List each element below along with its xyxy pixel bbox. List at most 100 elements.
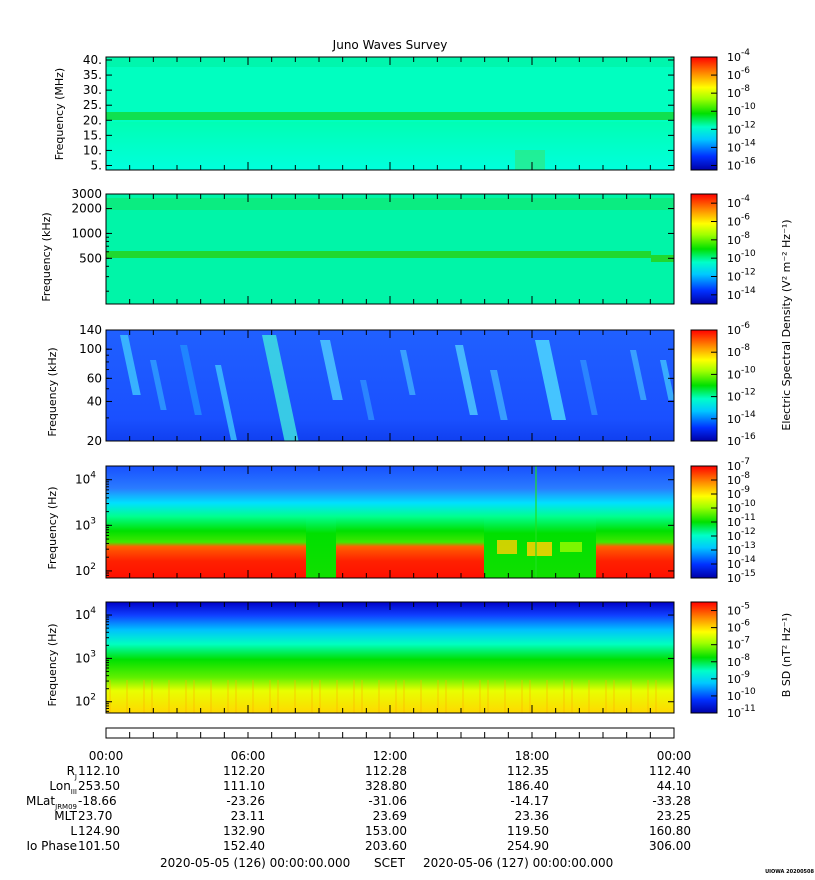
ephemeris-value: 112.20	[223, 764, 265, 778]
panel-1-ytick-label: 10.	[83, 143, 102, 157]
ephemeris-value: 254.90	[507, 839, 549, 853]
panel-3-ytick-label: 20	[87, 434, 102, 448]
colorbar-1-label: 10-8	[727, 84, 750, 100]
ephemeris-value: 124.90	[78, 824, 120, 838]
panel-2-x-ticks	[129, 194, 651, 304]
panel-3-ylabel: Frequency (kHz)	[46, 347, 59, 436]
ephemeris-value: 186.40	[507, 779, 549, 793]
panel-3-spectrogram: 140 100 60 40 20 Frequency (kHz)	[46, 323, 675, 448]
colorbar-4-label: 10-7	[727, 457, 750, 473]
colorbar-1-label: 10-4	[727, 48, 750, 64]
ephemeris-value: 160.80	[649, 824, 691, 838]
panel-5-ytick-label: 102	[75, 693, 96, 709]
colorbar-2-label: 10-14	[727, 286, 756, 302]
colorbar-1-label: 10-16	[727, 156, 756, 172]
ephemeris-value: 112.10	[78, 764, 120, 778]
ephemeris-value: 328.80	[365, 779, 407, 793]
colorbar-2-label: 10-6	[727, 213, 750, 229]
colorbars: 10-4 10-6 10-8 10-10 10-12 10-14 10-16 10-4 10-6…	[690, 48, 756, 720]
ephemeris-label: Io Phase	[26, 839, 77, 853]
ephemeris-label: LonIII	[49, 779, 77, 796]
ephemeris-value: 111.10	[223, 779, 265, 793]
panel-4-ytick-label: 103	[75, 516, 96, 532]
panel-4-blob-3	[560, 542, 582, 552]
colorbar-5-label: 10-8	[727, 653, 750, 669]
panel-1-x-ticks	[129, 57, 651, 170]
ephemeris-value: 44.10	[657, 779, 691, 793]
ephemeris-value: 101.50	[78, 839, 120, 853]
panel-3-ytick-label: 40	[87, 394, 102, 408]
panel-5-spikes	[109, 680, 657, 713]
colorbar-2-label: 10-8	[727, 231, 750, 247]
ephemeris-value: 23.25	[657, 809, 691, 823]
panel-1-ytick-label: 5.	[91, 158, 102, 172]
colorbar-3-label: 10-10	[727, 365, 756, 381]
colorbar-3-label: 10-6	[727, 321, 750, 337]
colorbar-2-label: 10-10	[727, 249, 756, 265]
panel-5-spectrogram: 104 103 102 Frequency (Hz)	[46, 601, 675, 714]
time-label: 12:00	[373, 749, 408, 763]
colorbar-5	[690, 601, 718, 714]
ephemeris-value: 152.40	[223, 839, 265, 853]
panel-3-streak	[535, 340, 567, 420]
panel-2-mid-emission	[106, 251, 651, 258]
time-label: 00:00	[657, 749, 692, 763]
panel-1-ytick-label: 40.	[83, 53, 102, 67]
colorbar-4-label: 10-8	[727, 471, 750, 487]
panel-5-ylabel: Frequency (Hz)	[46, 624, 59, 707]
colorbar-4-label: 10-14	[727, 555, 756, 571]
panel-1-ytick-label: 25.	[83, 98, 102, 112]
panel-3-emission-streaks	[119, 335, 675, 441]
panel-4-ylabel: Frequency (Hz)	[46, 487, 59, 570]
panel-3-streak	[262, 335, 299, 441]
ephemeris-value: -33.28	[652, 794, 691, 808]
ephemeris-value: -14.17	[510, 794, 549, 808]
ephemeris-value: 23.69	[373, 809, 407, 823]
colorbar-5-label: 10-7	[727, 636, 750, 652]
panel-4-ytick-label: 104	[75, 471, 96, 487]
colorbar-3-label: 10-16	[727, 432, 756, 448]
colorbar-3	[690, 329, 718, 442]
panel-3-ytick-label: 140	[79, 323, 102, 337]
panel-2-ytick-label: 2000	[71, 202, 102, 216]
ephemeris-value: 119.50	[507, 824, 549, 838]
panel-5-background	[106, 602, 674, 713]
ephemeris-value: 132.90	[223, 824, 265, 838]
colorbar-4-label: 10-15	[727, 569, 756, 585]
panel-2-ylabel: Frequency (kHz)	[40, 212, 53, 301]
chart-title: Juno Waves Survey	[332, 38, 448, 52]
colorbar-4-label: 10-9	[727, 485, 750, 501]
date-start: 2020-05-05 (126) 00:00:00.000	[160, 856, 350, 870]
panel-5-ytick-label: 103	[75, 649, 96, 665]
panel-4-spike	[535, 466, 537, 578]
colorbar-1	[690, 56, 718, 171]
panel-3-streak	[400, 350, 416, 395]
panel-4-spectrogram: 104 103 102 Frequency (Hz)	[46, 465, 675, 579]
panel-5-ytick-label: 104	[75, 606, 96, 622]
colorbar-4-label: 10-11	[727, 513, 756, 529]
panel-3-y-ticks: 140 100 60 40 20	[79, 323, 674, 448]
panel-2-ytick-label: 3000	[71, 187, 102, 201]
panel-3-ytick-label: 60	[87, 371, 102, 385]
colorbar-5-label: 10-5	[727, 602, 750, 618]
panel-4-x-ticks	[129, 466, 651, 578]
colorbar-4-label: 10-10	[727, 499, 756, 515]
colorbar-2	[690, 193, 718, 305]
magnetic-colorbar-label: B SD (nT² Hz⁻¹)	[780, 613, 793, 697]
ephemeris-label: L	[70, 824, 77, 838]
ephemeris-label: MLatJRM09	[26, 794, 77, 811]
time-axis-labels: 00:00 06:00 12:00 18:00 00:00	[89, 749, 692, 763]
ephemeris-label: MLT	[54, 809, 77, 823]
panel-3-streak	[215, 365, 237, 440]
panel-1-spectrogram: 40.35.30.25.20.15.10.5. Frequency (MHz)	[53, 53, 675, 172]
colorbar-4-label: 10-13	[727, 541, 756, 557]
panel-3-streak	[580, 360, 598, 415]
panel-1-emission-patch	[515, 150, 545, 170]
ephemeris-value: 112.35	[507, 764, 549, 778]
ephemeris-value: -18.66	[78, 794, 117, 808]
panel-3-streak	[320, 340, 343, 400]
panel-1-ytick-label: 30.	[83, 83, 102, 97]
time-label: 18:00	[515, 749, 550, 763]
